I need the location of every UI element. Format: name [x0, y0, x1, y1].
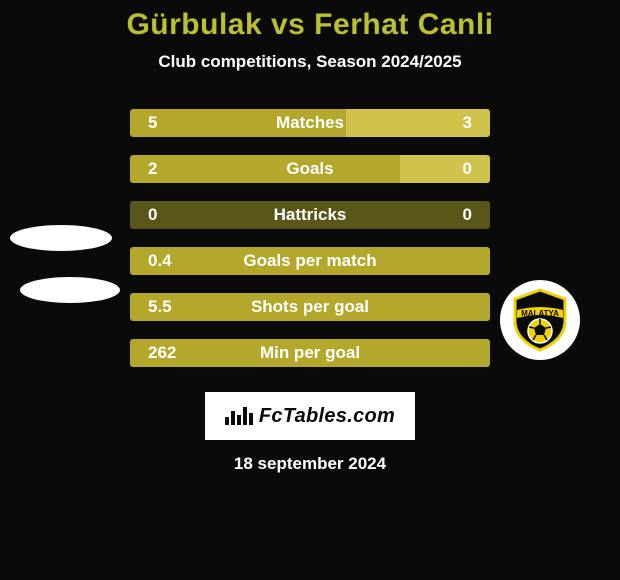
footer-bars-icon — [225, 407, 253, 425]
bar-left — [130, 155, 400, 183]
stat-rows: Matches53Goals20Hattricks00Goals per mat… — [0, 100, 620, 376]
bar-left — [130, 293, 490, 321]
stat-row: Min per goal262 — [0, 330, 620, 376]
bar-track — [130, 339, 490, 367]
bar-left — [130, 109, 346, 137]
bar-track — [130, 201, 490, 229]
footer-logo-box: FcTables.com — [205, 392, 415, 440]
footer-logo-text: FcTables.com — [259, 405, 395, 428]
stat-row: Matches53 — [0, 100, 620, 146]
bar-left — [130, 247, 490, 275]
bar-track — [130, 155, 490, 183]
subtitle: Club competitions, Season 2024/2025 — [0, 52, 620, 72]
comparison-infographic: Gürbulak vs Ferhat Canli Club competitio… — [0, 0, 620, 580]
bar-right — [346, 109, 490, 137]
bar-track — [130, 109, 490, 137]
bar-track — [130, 293, 490, 321]
stat-row: Hattricks00 — [0, 192, 620, 238]
chart-area: MALATYA Matches53Goals20Hattricks00Goals… — [0, 100, 620, 376]
stat-row: Goals per match0.4 — [0, 238, 620, 284]
date-text: 18 september 2024 — [0, 454, 620, 474]
stat-row: Goals20 — [0, 146, 620, 192]
bar-left — [130, 339, 490, 367]
stat-row: Shots per goal5.5 — [0, 284, 620, 330]
bar-track — [130, 247, 490, 275]
bar-right — [400, 155, 490, 183]
page-title: Gürbulak vs Ferhat Canli — [0, 0, 620, 42]
